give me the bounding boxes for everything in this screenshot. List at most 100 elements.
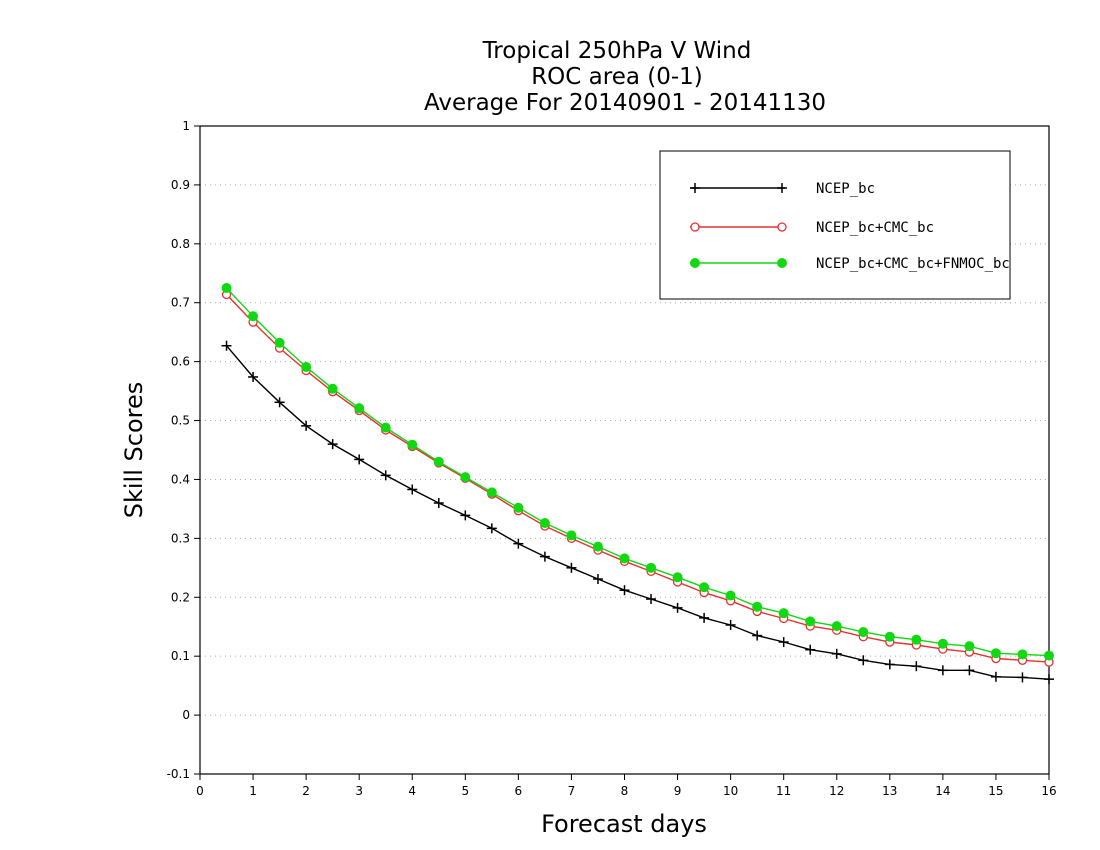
series-0-point [566, 562, 577, 573]
series-0-point [513, 538, 524, 549]
series-2-point [301, 361, 312, 372]
series-2-point [858, 627, 869, 638]
chart-title-line-2: ROC area (0-1) [531, 64, 703, 90]
y-axis-ticks: -0.1 0 0.1 0.2 0.3 0.4 0.5 0.6 0.7 0.8 0.9 1 [167, 119, 200, 781]
x-tick-label: 14 [935, 784, 950, 798]
x-tick-label: 6 [515, 784, 523, 798]
series-2-point [672, 572, 683, 583]
series-0-point [619, 585, 630, 596]
series-2-point [354, 403, 365, 414]
series-2-point [539, 518, 550, 529]
legend-entry-0: NCEP_bc [690, 181, 875, 197]
series-2-point [433, 456, 444, 467]
series-0-point [699, 612, 710, 623]
x-tick-label: 5 [461, 784, 469, 798]
x-tick-label: 13 [882, 784, 897, 798]
legend-box [659, 150, 1011, 300]
series-2-point [248, 311, 259, 322]
series-2-point [407, 439, 418, 450]
series-2-point [380, 422, 391, 433]
x-tick-label: 10 [723, 784, 738, 798]
series-0-point [884, 659, 895, 670]
x-tick-label: 8 [621, 784, 629, 798]
x-tick-label: 3 [355, 784, 363, 798]
y-axis-label: Skill Scores [120, 382, 148, 519]
series-2-point [646, 562, 657, 573]
series-0-point [937, 665, 948, 676]
series-0-point [911, 661, 922, 672]
series-0-point [539, 551, 550, 562]
series-2-point [964, 641, 975, 652]
series-2-point [327, 383, 338, 394]
y-tick-label: 0 [182, 708, 190, 722]
series-0-point [221, 340, 232, 351]
x-tick-label: 0 [196, 784, 204, 798]
x-tick-label: 16 [1041, 784, 1056, 798]
series-0-point [354, 454, 365, 465]
legend-marker [777, 183, 787, 193]
series-0-point [274, 397, 285, 408]
legend-entry-1: NCEP_bc+CMC_bc [690, 220, 934, 236]
series-0-point [486, 523, 497, 534]
legend: NCEP_bc NCEP_bc+CMC_bc NCEP_bc+CMC_bc+FNMO… [659, 150, 1011, 300]
x-tick-label: 2 [302, 784, 310, 798]
series-0-point [964, 665, 975, 676]
series-2-point [831, 621, 842, 632]
y-tick-label: 0.4 [171, 472, 190, 486]
series-2-point [274, 337, 285, 348]
y-tick-label: 0.8 [171, 237, 190, 251]
series-2-point [937, 638, 948, 649]
series-2-point [619, 553, 630, 564]
series-0-point [752, 630, 763, 641]
series-2-point [778, 608, 789, 619]
series-2-point [911, 634, 922, 645]
series-2-point [752, 601, 763, 612]
series-2-point [513, 502, 524, 513]
x-tick-label: 15 [988, 784, 1003, 798]
series-2-point [990, 648, 1001, 659]
legend-label: NCEP_bc+CMC_bc [816, 220, 934, 236]
chart-title-line-3: Average For 20140901 - 20141130 [424, 90, 826, 116]
series-2-point [486, 487, 497, 498]
series-0-point [380, 470, 391, 481]
series-2-point [592, 541, 603, 552]
legend-label: NCEP_bc+CMC_bc+FNMOC_bc [816, 256, 1010, 272]
series-0-point [805, 644, 816, 655]
x-tick-label: 1 [249, 784, 257, 798]
legend-marker [690, 183, 700, 193]
y-tick-label: 1 [182, 119, 190, 133]
series-0-point [1044, 674, 1054, 685]
x-tick-label: 7 [568, 784, 576, 798]
series-2-point [884, 631, 895, 642]
series-0-point [831, 648, 842, 659]
series-0-point [407, 484, 418, 495]
series-2-point [566, 530, 577, 541]
y-tick-label: 0.9 [171, 178, 190, 192]
series-0-point [301, 420, 312, 431]
series-2-point [1044, 650, 1054, 661]
series-2 [221, 283, 1054, 661]
series-0-point [672, 602, 683, 613]
legend-marker [777, 258, 787, 268]
series-2-point [1017, 649, 1028, 660]
y-tick-label: 0.5 [171, 414, 190, 428]
y-tick-label: 0.1 [171, 649, 190, 663]
x-tick-label: 4 [408, 784, 416, 798]
series-0-point [990, 671, 1001, 682]
x-axis-ticks: 0 1 2 3 4 5 6 7 8 9 10 11 12 13 14 15 16 [196, 774, 1057, 798]
y-tick-label: 0.6 [171, 355, 190, 369]
y-tick-label: 0.2 [171, 590, 190, 604]
series-1-line [225, 294, 1050, 663]
x-tick-label: 12 [829, 784, 844, 798]
chart-title: Tropical 250hPa V Wind ROC area (0-1) Av… [424, 38, 826, 116]
series-2-point [221, 283, 232, 293]
series-2-point [460, 472, 471, 483]
series-1 [221, 289, 1054, 667]
series-0 [221, 340, 1054, 685]
legend-marker [690, 258, 700, 268]
legend-entry-2: NCEP_bc+CMC_bc+FNMOC_bc [690, 256, 1010, 272]
legend-label: NCEP_bc [816, 181, 875, 197]
data-series [221, 283, 1054, 685]
series-0-point [646, 594, 657, 605]
